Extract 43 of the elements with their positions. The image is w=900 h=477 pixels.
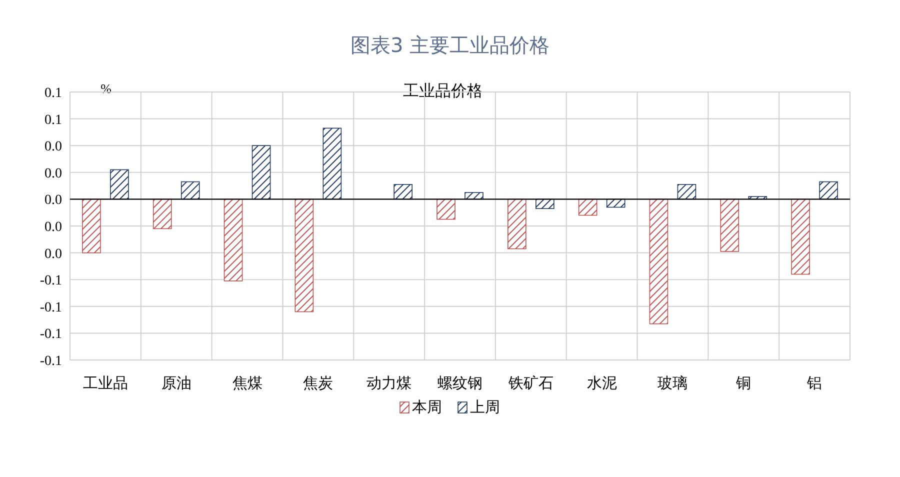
bar	[110, 169, 129, 200]
x-tick-label: 铜	[735, 376, 752, 392]
bar	[720, 198, 740, 252]
bar	[578, 198, 598, 216]
bar	[436, 198, 456, 220]
bar	[508, 198, 526, 250]
y-tick-label: -0.1	[40, 327, 62, 342]
bar	[677, 184, 696, 200]
y-tick-label: -0.1	[40, 274, 62, 289]
bar	[224, 198, 243, 282]
y-tick-label: -0.1	[40, 354, 62, 369]
y-tick-label: 0.0	[44, 166, 62, 182]
x-tick-label: 螺纹钢	[438, 375, 482, 392]
legend-label: 上周	[470, 399, 500, 416]
x-tick-label: 玻璃	[658, 375, 688, 392]
x-tick-label: 原油	[161, 375, 192, 392]
legend-label: 本周	[412, 399, 442, 416]
bar	[394, 184, 412, 200]
y-tick-label: 0.0	[44, 140, 62, 155]
y-tick-label: 0.0	[44, 193, 62, 208]
bar	[536, 198, 554, 209]
bar	[252, 145, 271, 200]
x-tick-label: 焦炭	[303, 375, 334, 392]
y-tick-label: 0.0	[44, 220, 62, 235]
bar	[152, 198, 172, 230]
x-tick-label: 焦煤	[232, 375, 262, 392]
bar	[649, 198, 668, 324]
x-tick-label: 铝	[806, 376, 822, 392]
x-tick-label: 动力煤	[366, 375, 412, 392]
x-tick-label: 工业品	[82, 375, 128, 392]
bar	[819, 181, 838, 200]
y-tick-label: 0.1	[44, 86, 62, 101]
bar	[322, 128, 342, 200]
chart-title: 图表3 主要工业品价格	[350, 33, 550, 57]
x-tick-label: 水泥	[586, 375, 617, 392]
y-tick-label: 0.1	[44, 112, 62, 128]
y-tick-label: 0.0	[44, 246, 62, 262]
bar	[180, 181, 200, 200]
bar	[791, 198, 810, 275]
x-tick-label: 铁矿石	[507, 375, 554, 392]
y-tick-label: -0.1	[40, 300, 62, 316]
bar	[294, 198, 314, 312]
bar	[82, 198, 101, 254]
